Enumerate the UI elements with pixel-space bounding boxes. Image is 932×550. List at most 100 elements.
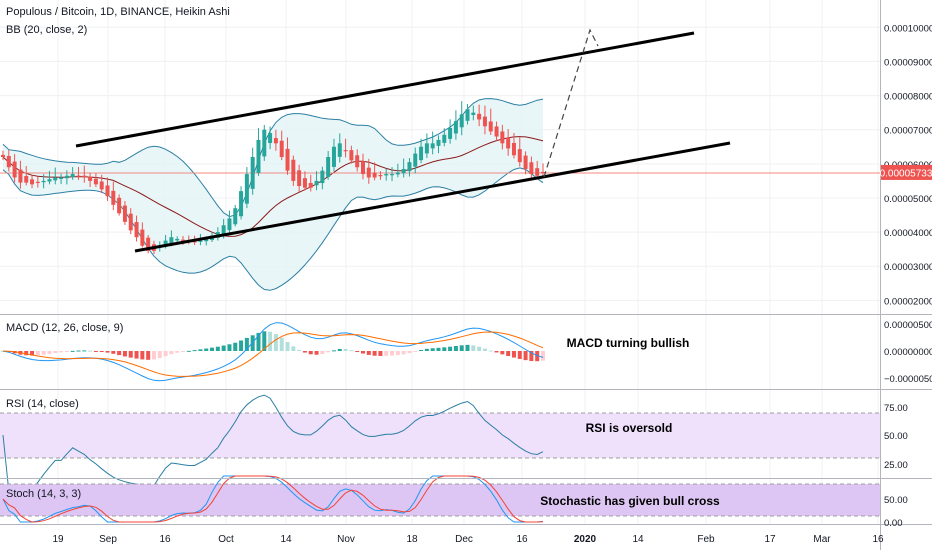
macd-bar	[262, 331, 267, 351]
candle-body	[390, 174, 395, 176]
macd-bar	[24, 351, 29, 356]
stoch-band-zone	[0, 484, 880, 516]
stoch-label: Stoch (14, 3, 3)	[6, 488, 81, 500]
price-tick-label: 0.00007000	[884, 126, 932, 137]
time-tick-label: 16	[872, 534, 884, 545]
candle-body	[378, 175, 383, 177]
candle-body	[82, 175, 87, 178]
candle-body	[343, 150, 348, 152]
price-tick-label: 0.00005000	[884, 194, 932, 205]
macd-bar	[372, 351, 377, 356]
candle-body	[401, 168, 406, 174]
macd-bar	[128, 351, 133, 358]
price-tick-label: 0.00003000	[884, 262, 932, 273]
macd-bar	[291, 346, 296, 351]
macd-bar	[157, 351, 162, 359]
candle-body	[529, 162, 534, 175]
candle-body	[395, 172, 400, 175]
candle-body	[262, 129, 267, 157]
rsi-tick-label: 25.00	[884, 460, 908, 471]
macd-bar	[59, 351, 64, 353]
time-tick-label: Dec	[455, 534, 473, 545]
macd-bar	[529, 351, 534, 361]
candle-body	[302, 178, 307, 188]
price-tick-label: 0.00008000	[884, 92, 932, 103]
candle-body	[47, 179, 52, 182]
channel-upper-trendline[interactable]	[75, 31, 695, 148]
channel-lower-trendline[interactable]	[134, 141, 731, 253]
candle-body	[372, 172, 377, 178]
candle-body	[424, 143, 429, 154]
macd-bar	[378, 351, 383, 356]
macd-bar	[99, 351, 104, 352]
rsi-pane[interactable]: RSI (14, close) RSI is oversold	[0, 394, 880, 492]
candle-body	[273, 138, 278, 144]
candle-body	[111, 190, 116, 205]
bollinger-band-fill	[3, 98, 543, 291]
candle-body	[297, 170, 302, 187]
macd-bar	[419, 349, 424, 351]
macd-bar	[76, 350, 81, 352]
time-tick-label: Sep	[99, 534, 117, 545]
candle-body	[117, 197, 122, 214]
candle-body	[105, 185, 110, 197]
price-pane[interactable]: Populous / Bitcoin, 1D, BINANCE, Heikin …	[0, 6, 880, 291]
macd-bar	[273, 334, 278, 351]
candle-body	[175, 238, 180, 241]
macd-bar	[53, 351, 58, 354]
candle-body	[1, 154, 5, 157]
macd-bar	[35, 351, 40, 356]
macd-bar	[88, 350, 93, 352]
macd-bar	[465, 344, 470, 351]
macd-bar	[134, 351, 139, 359]
time-tick-label: Mar	[813, 534, 831, 545]
candle-body	[541, 171, 545, 174]
price-axis[interactable]: 0.00010000 0.00009000 0.00008000 0.00007000…	[884, 23, 932, 529]
candle-body	[355, 155, 360, 168]
time-tick-label: 18	[406, 534, 418, 545]
candle-body	[285, 148, 290, 171]
macd-bar	[181, 351, 185, 352]
macd-bar	[227, 344, 232, 351]
candle-body	[250, 157, 255, 189]
macd-bar	[407, 351, 412, 354]
macd-bar	[430, 348, 435, 351]
time-tick-label: Oct	[218, 534, 234, 545]
macd-bar	[204, 348, 209, 351]
candle-body	[227, 218, 232, 231]
macd-bar	[210, 347, 215, 351]
macd-bar	[343, 349, 348, 351]
candle-body	[76, 175, 81, 177]
macd-label: MACD (12, 26, close, 9)	[6, 322, 123, 334]
candle-body	[506, 137, 511, 149]
candle-body	[453, 121, 458, 134]
time-tick-label: 16	[516, 534, 528, 545]
candle-body	[413, 153, 418, 167]
time-axis[interactable]: 19 Sep 16 Oct 14 Nov 18 Dec 16 2020 14 Feb 17 Mar 16	[52, 534, 884, 545]
macd-bar	[448, 346, 453, 351]
candle-body	[482, 116, 487, 127]
stoch-tick-label: 0.00	[884, 518, 903, 529]
macd-bar	[361, 351, 365, 354]
candle-body	[64, 175, 69, 179]
candle-body	[494, 126, 499, 137]
candle-body	[407, 162, 412, 172]
bb-indicator-label: BB (20, close, 2)	[6, 24, 87, 36]
macd-bar	[70, 350, 75, 352]
stoch-pane[interactable]: Stoch (14, 3, 3) Stochastic has given bu…	[0, 475, 880, 523]
candle-body	[99, 181, 104, 190]
macd-bar	[151, 351, 156, 360]
time-tick-label: 17	[764, 534, 776, 545]
candle-body	[384, 174, 389, 176]
macd-histogram	[1, 331, 545, 362]
candle-body	[93, 178, 98, 185]
projection-dashed-path	[543, 28, 599, 178]
macd-bar	[355, 351, 360, 352]
macd-pane[interactable]: MACD (12, 26, close, 9) MACD turning bul…	[1, 322, 689, 382]
candle-body	[239, 191, 244, 217]
candle-body	[535, 168, 540, 176]
macd-bar	[459, 345, 464, 351]
macd-bar	[517, 351, 522, 359]
macd-bar	[331, 350, 336, 352]
